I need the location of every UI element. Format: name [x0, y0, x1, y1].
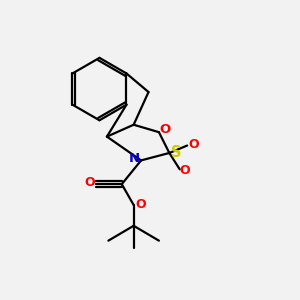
Text: O: O	[135, 199, 146, 212]
Text: O: O	[85, 176, 95, 189]
Text: O: O	[180, 164, 190, 177]
Text: O: O	[188, 138, 199, 151]
Text: S: S	[171, 146, 181, 160]
Text: O: O	[160, 123, 171, 136]
Text: N: N	[129, 152, 140, 165]
